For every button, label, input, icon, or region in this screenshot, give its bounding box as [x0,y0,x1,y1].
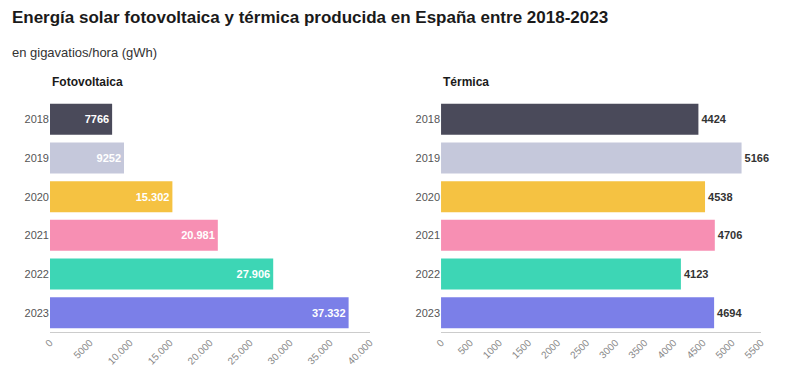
svg-text:5500: 5500 [742,337,766,361]
svg-text:2023: 2023 [416,307,440,319]
svg-text:2021: 2021 [25,229,49,241]
svg-text:20.000: 20.000 [186,337,216,367]
svg-text:27.906: 27.906 [237,268,271,280]
svg-text:2018: 2018 [25,113,49,125]
svg-text:35.000: 35.000 [305,337,335,367]
svg-text:2022: 2022 [416,268,440,280]
svg-text:2000: 2000 [539,337,563,361]
svg-text:37.332: 37.332 [312,307,346,319]
svg-text:2020: 2020 [25,191,49,203]
svg-text:15.000: 15.000 [146,337,176,367]
svg-text:2019: 2019 [25,152,49,164]
svg-text:Térmica: Térmica [443,75,489,89]
svg-text:9252: 9252 [97,152,121,164]
svg-text:en gigavatios/hora (gWh): en gigavatios/hora (gWh) [12,45,157,60]
svg-text:40.000: 40.000 [345,337,375,367]
svg-text:2022: 2022 [25,268,49,280]
svg-text:2023: 2023 [25,307,49,319]
svg-text:4706: 4706 [718,229,742,241]
svg-text:15.302: 15.302 [136,191,170,203]
svg-text:4538: 4538 [708,191,732,203]
svg-text:4424: 4424 [701,113,726,125]
svg-text:20.981: 20.981 [181,229,215,241]
svg-text:0: 0 [434,337,446,349]
svg-text:25.000: 25.000 [226,337,256,367]
svg-text:5000: 5000 [71,337,95,361]
svg-text:30.000: 30.000 [265,337,295,367]
svg-text:5000: 5000 [713,337,737,361]
svg-text:3000: 3000 [597,337,621,361]
svg-text:500: 500 [456,337,476,357]
svg-text:1000: 1000 [481,337,505,361]
svg-text:2018: 2018 [416,113,440,125]
svg-text:2019: 2019 [416,152,440,164]
svg-text:7766: 7766 [85,113,109,125]
svg-text:2020: 2020 [416,191,440,203]
svg-text:4500: 4500 [684,337,708,361]
svg-text:4694: 4694 [717,307,742,319]
svg-text:10.000: 10.000 [106,337,136,367]
svg-text:2500: 2500 [568,337,592,361]
svg-text:4000: 4000 [655,337,679,361]
svg-text:4123: 4123 [684,268,708,280]
svg-text:5166: 5166 [745,152,769,164]
svg-text:3500: 3500 [626,337,650,361]
svg-text:Fotovoltaica: Fotovoltaica [52,75,123,89]
svg-text:2021: 2021 [416,229,440,241]
svg-text:0: 0 [43,337,55,349]
svg-text:1500: 1500 [510,337,534,361]
svg-text:Energía solar fotovoltaica y t: Energía solar fotovoltaica y térmica pro… [12,8,608,27]
